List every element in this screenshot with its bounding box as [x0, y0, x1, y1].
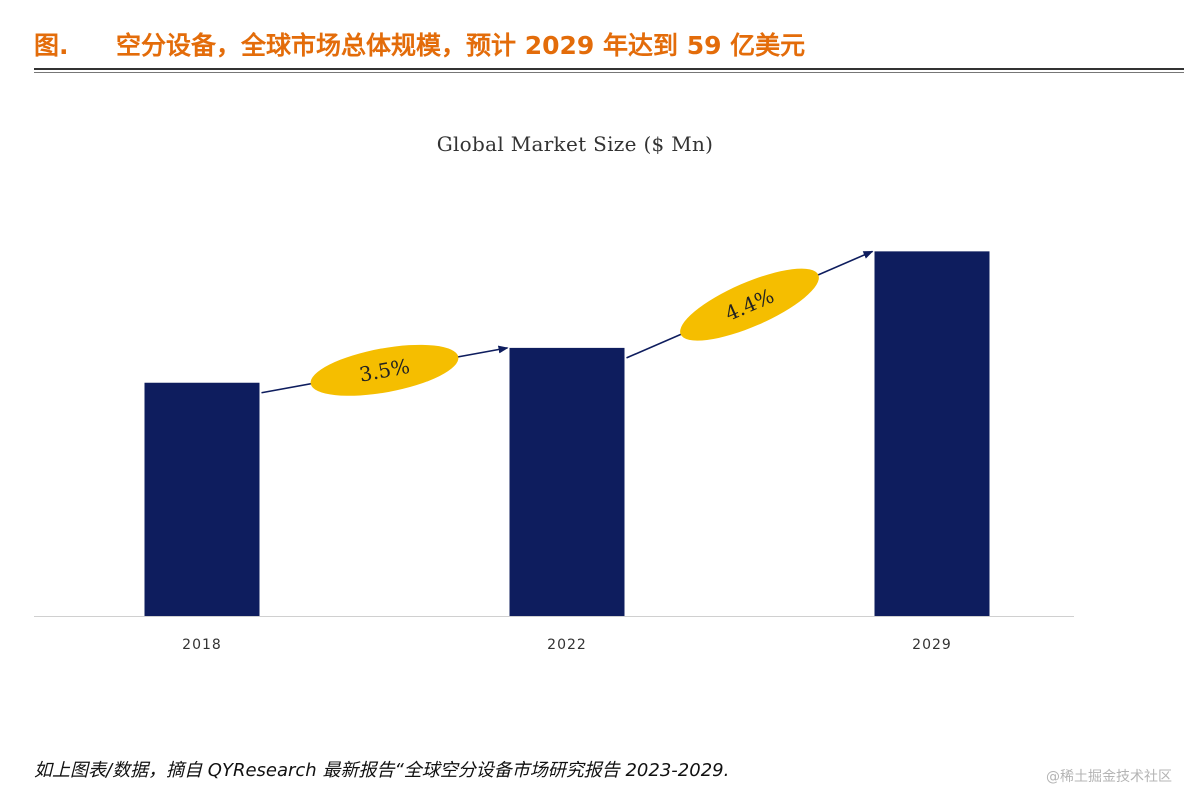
- growth-badge-ellipse: [680, 268, 819, 341]
- bar-2029: [874, 251, 990, 617]
- watermark: @稀土掘金技术社区: [1046, 769, 1172, 785]
- figure-label: 图.: [34, 31, 69, 60]
- growth-badge-ellipse: [310, 344, 459, 396]
- growth-badge-1: 3.5%: [310, 344, 459, 396]
- bar-2022: [509, 347, 625, 616]
- header-divider-thin: [34, 72, 1184, 73]
- x-tick-label-2018: 2018: [182, 637, 222, 653]
- header-divider-thick: [34, 68, 1184, 70]
- growth-badge-2: 4.4%: [680, 268, 819, 341]
- chart-title: Global Market Size ($ Mn): [436, 132, 714, 156]
- figure-header: 图. 空分设备，全球市场总体规模，预计 2029 年达到 59 亿美元: [34, 22, 1184, 66]
- x-tick-label-2022: 2022: [547, 637, 587, 653]
- figure-title: 空分设备，全球市场总体规模，预计 2029 年达到 59 亿美元: [116, 31, 806, 60]
- source-note: 如上图表/数据，摘自 QYResearch 最新报告“全球空分设备市场研究报告 …: [34, 760, 730, 781]
- bar-2018: [144, 382, 260, 616]
- x-tick-label-2029: 2029: [912, 637, 952, 653]
